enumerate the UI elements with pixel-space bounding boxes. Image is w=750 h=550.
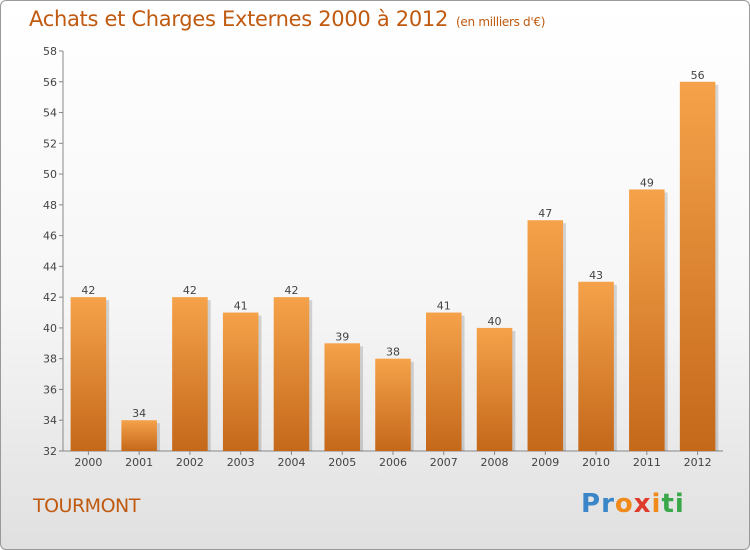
x-tick-label: 2012: [684, 456, 712, 469]
chart-title: Achats et Charges Externes 2000 à 2012 (e…: [29, 7, 545, 31]
y-tick-label: 36: [43, 383, 57, 396]
y-tick-label: 52: [43, 137, 57, 150]
proxiti-logo: Proxiti: [581, 489, 685, 519]
data-label: 43: [589, 269, 603, 282]
x-tick-label: 2007: [430, 456, 458, 469]
data-label: 47: [538, 207, 552, 220]
y-tick-label: 46: [43, 230, 57, 243]
bar: [222, 312, 259, 451]
x-tick-label: 2005: [328, 456, 356, 469]
x-tick-label: 2008: [481, 456, 509, 469]
y-tick-label: 56: [43, 76, 57, 89]
data-label: 38: [386, 346, 400, 359]
bar: [375, 358, 411, 451]
x-tick-label: 2000: [74, 456, 102, 469]
bar: [679, 81, 716, 452]
data-label: 41: [437, 300, 451, 313]
logo-letter: P: [581, 489, 602, 519]
y-tick-label: 42: [43, 291, 57, 304]
axes: 32 34 36 38 40 42 44 46 48 50 52 54 56 58: [43, 45, 723, 458]
bar: [476, 327, 513, 451]
y-tick-label: 32: [43, 445, 57, 458]
logo-letter: x: [633, 489, 652, 519]
x-tick-label: 2006: [379, 456, 407, 469]
data-label: 49: [640, 176, 654, 189]
logo-letter: o: [614, 489, 634, 519]
x-tick-label: 2001: [125, 456, 153, 469]
bar: [629, 189, 665, 451]
y-tick-label: 54: [43, 107, 57, 120]
x-tick-label: 2004: [277, 456, 305, 469]
labels: 2000 42 2001 34 2002 42 2003 41 2004 42 2005 39 2006…: [74, 69, 711, 469]
data-label: 42: [284, 284, 298, 297]
bar: [121, 420, 157, 451]
data-label: 40: [488, 315, 502, 328]
x-tick-label: 2009: [531, 456, 559, 469]
logo-letter: t: [661, 489, 675, 519]
y-tick-label: 48: [43, 199, 57, 212]
bars: [70, 81, 719, 452]
data-label: 42: [183, 284, 197, 297]
title-text: Achats et Charges Externes 2000 à 2012: [29, 7, 449, 31]
logo-letter: r: [601, 489, 615, 519]
title-unit: (en milliers d'€): [456, 15, 546, 29]
bar: [324, 343, 360, 451]
y-tick-label: 40: [43, 322, 57, 335]
y-tick-label: 38: [43, 353, 57, 366]
y-tick-label: 50: [43, 168, 57, 181]
data-label: 56: [691, 69, 705, 82]
y-tick-label: 44: [43, 260, 57, 273]
bar: [426, 312, 462, 451]
bar: [172, 297, 208, 451]
bar: [527, 220, 564, 451]
x-tick-label: 2010: [582, 456, 610, 469]
bar: [578, 281, 614, 451]
y-tick-label: 34: [43, 414, 57, 427]
commune-name: TOURMONT: [33, 495, 140, 517]
data-label: 34: [132, 407, 146, 420]
x-tick-label: 2002: [176, 456, 204, 469]
x-tick-label: 2011: [633, 456, 661, 469]
bar: [70, 297, 107, 451]
data-label: 42: [81, 284, 95, 297]
logo-letter: i: [651, 489, 662, 519]
y-tick-label: 58: [43, 45, 57, 58]
bar: [273, 297, 310, 451]
data-label: 39: [335, 330, 349, 343]
logo-letter: i: [674, 489, 685, 519]
x-tick-label: 2003: [227, 456, 255, 469]
data-label: 41: [234, 300, 248, 313]
